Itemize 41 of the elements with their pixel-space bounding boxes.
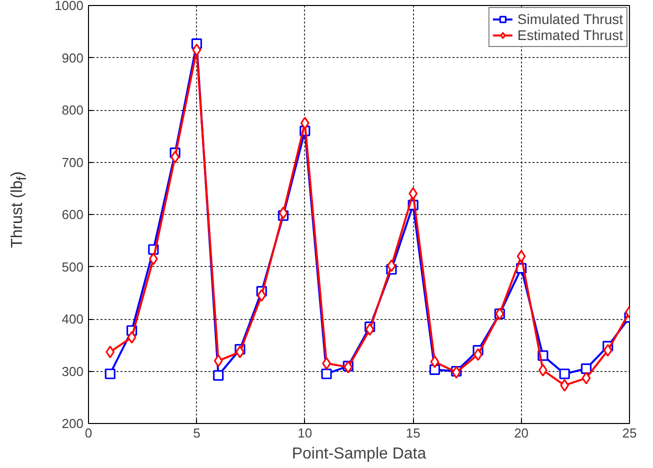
legend-label: Estimated Thrust (517, 27, 623, 43)
point (408, 187, 418, 200)
x-tick-label: 5 (193, 426, 200, 440)
point (538, 364, 548, 377)
point (603, 344, 612, 357)
point (106, 346, 115, 358)
y-tick-label: 900 (62, 50, 84, 66)
y-tick-label: 600 (62, 207, 84, 222)
point (430, 356, 440, 368)
point (386, 259, 396, 272)
point (300, 116, 310, 130)
x-tick-label: 0 (84, 426, 92, 440)
x-tick-label: 10 (298, 426, 312, 440)
x-tick-label: 25 (622, 426, 637, 440)
y-tick-label: 200 (62, 416, 84, 431)
point (170, 150, 180, 164)
point (365, 323, 374, 336)
y-tick-label: 700 (62, 154, 84, 170)
point (148, 252, 158, 266)
y-tick-label: 800 (62, 102, 84, 118)
legend-label: Simulated Thrust (517, 11, 623, 27)
x-axis-title: Point-Sample Data (292, 446, 426, 462)
point (582, 372, 591, 384)
x-tick-label: 20 (514, 426, 529, 440)
point (127, 330, 136, 344)
point (192, 44, 202, 56)
y-tick-label: 500 (62, 259, 84, 274)
point (278, 206, 288, 220)
point (560, 379, 570, 392)
point (322, 357, 332, 370)
y-tick-label: 400 (62, 312, 84, 326)
x-tick-label: 15 (406, 426, 420, 440)
y-tick-label: 300 (62, 364, 84, 379)
point (321, 368, 332, 380)
point (559, 368, 570, 380)
y-tick-label: 1000 (54, 0, 84, 13)
point (214, 354, 223, 368)
point (257, 289, 266, 302)
point (213, 370, 224, 381)
point (104, 368, 116, 380)
point (516, 250, 526, 263)
